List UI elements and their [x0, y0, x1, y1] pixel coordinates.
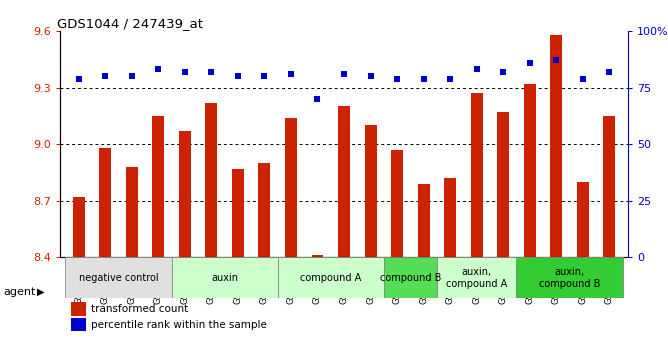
Text: compound A: compound A	[300, 273, 361, 283]
Point	[418, 76, 429, 81]
Bar	[100, 148, 111, 257]
Point	[577, 76, 588, 81]
Point	[551, 58, 562, 63]
Text: compound B: compound B	[379, 273, 441, 283]
Point	[126, 73, 137, 79]
Point	[365, 73, 376, 79]
Bar	[577, 182, 589, 257]
Bar	[152, 116, 164, 257]
Bar	[497, 112, 509, 257]
Bar	[259, 163, 271, 257]
Text: ▶: ▶	[37, 287, 44, 296]
Bar	[65, 257, 172, 298]
Bar	[437, 257, 516, 298]
Bar	[126, 167, 138, 257]
Bar	[365, 125, 377, 257]
Point	[524, 60, 535, 66]
Point	[391, 76, 402, 81]
Bar	[285, 118, 297, 257]
Bar	[311, 255, 323, 257]
Bar	[172, 257, 278, 298]
Text: transformed count: transformed count	[92, 304, 188, 314]
Point	[339, 71, 349, 77]
Text: auxin,
compound B: auxin, compound B	[539, 267, 601, 289]
Point	[180, 69, 190, 75]
Bar	[471, 93, 483, 257]
Text: GDS1044 / 247439_at: GDS1044 / 247439_at	[57, 17, 203, 30]
Bar	[205, 103, 217, 257]
Bar	[71, 302, 86, 316]
Bar	[179, 131, 191, 257]
Bar	[384, 257, 437, 298]
Point	[445, 76, 456, 81]
Text: agent: agent	[3, 287, 35, 296]
Bar	[391, 150, 403, 257]
Text: negative control: negative control	[79, 273, 158, 283]
Bar	[550, 35, 562, 257]
Text: percentile rank within the sample: percentile rank within the sample	[92, 320, 267, 330]
Point	[153, 67, 164, 72]
Bar	[232, 169, 244, 257]
Point	[604, 69, 615, 75]
Text: auxin: auxin	[211, 273, 238, 283]
Point	[498, 69, 508, 75]
Point	[232, 73, 243, 79]
Text: auxin,
compound A: auxin, compound A	[446, 267, 507, 289]
Bar	[444, 178, 456, 257]
Bar	[418, 184, 430, 257]
Bar	[524, 84, 536, 257]
Point	[286, 71, 297, 77]
Point	[206, 69, 216, 75]
Bar	[73, 197, 85, 257]
Bar	[71, 318, 86, 333]
Point	[100, 73, 111, 79]
Point	[259, 73, 270, 79]
Bar	[516, 257, 623, 298]
Point	[312, 96, 323, 102]
Point	[73, 76, 84, 81]
Bar	[338, 106, 350, 257]
Point	[472, 67, 482, 72]
Bar	[603, 116, 615, 257]
Bar	[278, 257, 384, 298]
